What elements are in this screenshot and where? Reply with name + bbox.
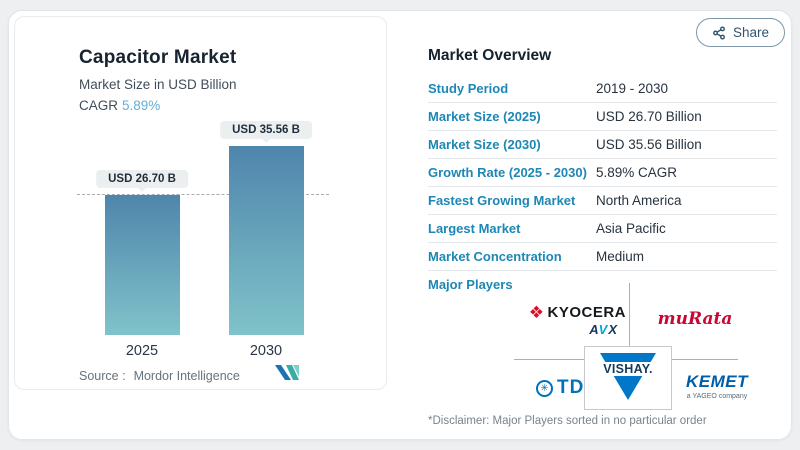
- row-label: Fastest Growing Market: [428, 193, 576, 208]
- row-label: Largest Market: [428, 221, 521, 236]
- chart-source: Source : Mordor Intelligence: [79, 369, 240, 383]
- chart-subtitle: Market Size in USD Billion: [79, 77, 237, 92]
- kemet-text: KEMET: [686, 372, 748, 391]
- row-value: Medium: [596, 249, 645, 264]
- share-icon: [713, 25, 725, 40]
- table-row: Fastest Growing Market North America: [428, 187, 777, 215]
- source-name: Mordor Intelligence: [133, 369, 240, 383]
- bar-2025: [105, 195, 180, 335]
- x-axis-label-2030: 2030: [249, 343, 283, 359]
- row-value: 2019 - 2030: [596, 81, 669, 96]
- x-axis-label-2025: 2025: [125, 343, 159, 359]
- row-value: USD 35.56 Billion: [596, 137, 702, 152]
- bar-2030: [229, 146, 304, 335]
- report-card: Share Capacitor Market Market Size in US…: [8, 10, 792, 440]
- chart-title: Capacitor Market: [79, 47, 237, 68]
- overview-table: Study Period 2019 - 2030 Market Size (20…: [428, 75, 777, 271]
- grid-divider-vertical: [629, 283, 630, 346]
- disclaimer-text: *Disclaimer: Major Players sorted in no …: [428, 415, 707, 427]
- row-label: Study Period: [428, 81, 509, 96]
- vishay-logo: VISHAY.: [584, 346, 672, 410]
- murata-text: muRata: [657, 309, 733, 329]
- kyocera-avx-logo: ❖ KYOCERA AVX: [506, 293, 626, 347]
- vishay-text: VISHAY.: [601, 362, 655, 376]
- kemet-logo: KEMET a YAGEO company: [672, 363, 762, 409]
- source-label: Source :: [79, 369, 126, 383]
- row-label: Market Concentration: [428, 249, 562, 264]
- chart-cagr: CAGR 5.89%: [79, 98, 160, 113]
- major-players-grid: ❖ KYOCERA AVX muRata ✳ TDK VISHAY. KEMET…: [506, 283, 762, 413]
- cagr-value: 5.89%: [122, 98, 161, 113]
- reference-line: [77, 194, 329, 195]
- row-label: Market Size (2030): [428, 137, 541, 152]
- table-row: Growth Rate (2025 - 2030) 5.89% CAGR: [428, 159, 777, 187]
- chart-panel: Capacitor Market Market Size in USD Bill…: [14, 16, 387, 390]
- row-value: Asia Pacific: [596, 221, 666, 236]
- tdk-mark-icon: ✳: [535, 379, 553, 397]
- overview-title: Market Overview: [428, 47, 552, 64]
- row-label: Growth Rate (2025 - 2030): [428, 165, 587, 180]
- bar-value-label-2030: USD 35.56 B: [220, 121, 312, 139]
- kemet-subtext: a YAGEO company: [686, 393, 748, 400]
- cagr-label: CAGR: [79, 98, 119, 113]
- row-label: Market Size (2025): [428, 109, 541, 124]
- row-value: USD 26.70 Billion: [596, 109, 702, 124]
- row-value: 5.89% CAGR: [596, 165, 678, 180]
- mordor-intelligence-logo-icon: [275, 365, 299, 380]
- kyocera-text: KYOCERA: [547, 303, 626, 321]
- grid-divider-horizontal-left: [514, 359, 584, 360]
- murata-logo: muRata: [632, 295, 758, 343]
- table-row: Largest Market Asia Pacific: [428, 215, 777, 243]
- bar-value-label-2025: USD 26.70 B: [96, 170, 188, 188]
- share-label: Share: [732, 25, 769, 40]
- vishay-triangle-icon: [600, 353, 656, 400]
- table-row: Market Concentration Medium: [428, 243, 777, 271]
- table-row: Market Size (2030) USD 35.56 Billion: [428, 131, 777, 159]
- share-button[interactable]: Share: [695, 18, 785, 47]
- row-value: North America: [596, 193, 682, 208]
- grid-divider-horizontal-right: [672, 359, 738, 360]
- bar-chart: USD 26.70 B USD 35.56 B 2025 2030: [15, 17, 386, 389]
- major-players-label: Major Players: [428, 277, 513, 292]
- table-row: Study Period 2019 - 2030: [428, 75, 777, 103]
- table-row: Market Size (2025) USD 26.70 Billion: [428, 103, 777, 131]
- avx-text: AVX: [589, 321, 618, 337]
- kyocera-mark-icon: ❖: [528, 302, 545, 322]
